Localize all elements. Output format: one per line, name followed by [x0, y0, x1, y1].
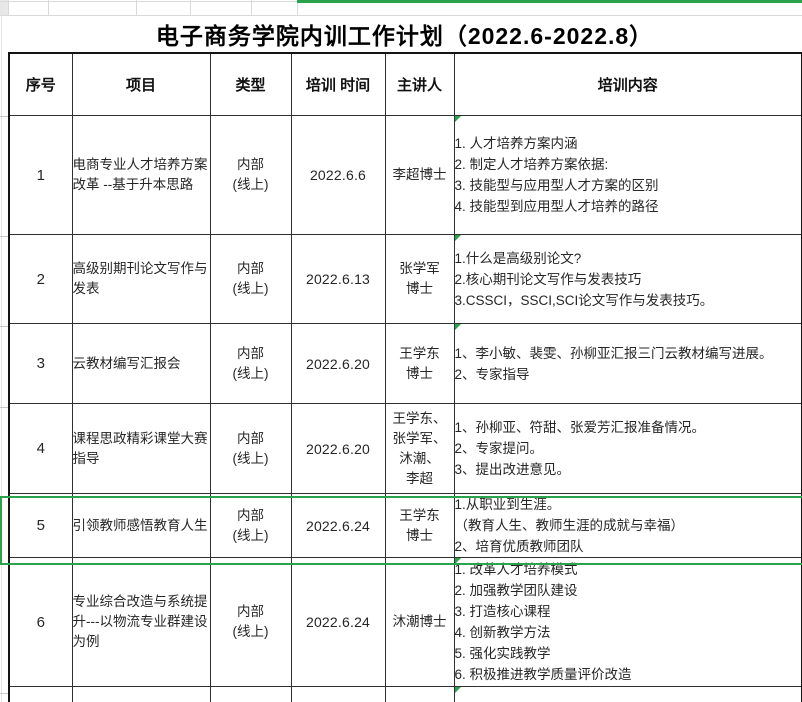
- selection-edge-top-right: [297, 0, 802, 3]
- cell-content-text: 1、孙柳亚、符甜、张爱芳汇报准备情况。 2、专家提问。 3、提出改进意见。: [454, 420, 706, 477]
- sheet-gridline-col: [251, 0, 252, 15]
- error-indicator-icon: [455, 558, 461, 564]
- sheet-left-gutter-line: [1, 0, 2, 702]
- cell-time[interactable]: [290, 686, 386, 702]
- cell-speaker[interactable]: 沐潮博士: [384, 557, 455, 687]
- cell-no[interactable]: 5: [8, 493, 73, 558]
- cell-project[interactable]: 课程思政精彩课堂大赛指导: [71, 403, 211, 494]
- table-row: 3 云教材编写汇报会 内部 (线上) 2022.6.20 王学东 博士 1、李小…: [8, 323, 802, 404]
- gridline-stub: [0, 693, 8, 694]
- cell-content-text: 1. 改革人才培养模式 2. 加强教学团队建设 3. 打造核心课程 4. 创新教…: [454, 562, 632, 682]
- col-header-project[interactable]: 项目: [71, 52, 211, 116]
- table-row-partial: 1.教材建设: [8, 686, 802, 702]
- cell-time[interactable]: 2022.6.20: [290, 323, 386, 404]
- col-header-content[interactable]: 培训内容: [453, 52, 802, 116]
- cell-type[interactable]: 内部 (线上): [209, 557, 292, 687]
- gridline-stub: [0, 326, 8, 327]
- cell-speaker[interactable]: 李超博士: [384, 115, 455, 235]
- table-row-selected: 5 引领教师感悟教育人生 内部 (线上) 2022.6.24 王学东 博士 1.…: [8, 493, 802, 558]
- cell-speaker[interactable]: 张学军 博士: [384, 234, 455, 324]
- sheet-gridline-col: [190, 0, 191, 15]
- sheet-corner-shade: [0, 0, 8, 15]
- sheet-gridline-col: [8, 0, 9, 15]
- header-row: 序号 项目 类型 培训 时间 主讲人 培训内容: [8, 52, 802, 116]
- cell-project[interactable]: [71, 686, 211, 702]
- cell-type[interactable]: [209, 686, 292, 702]
- col-header-time[interactable]: 培训 时间: [290, 52, 386, 116]
- cell-time[interactable]: 2022.6.20: [290, 403, 386, 494]
- sheet-gridline-col: [48, 0, 49, 15]
- cell-content-text: 1. 人才培养方案内涵 2. 制定人才培养方案依据: 3. 技能型与应用型人才方…: [454, 136, 659, 214]
- cell-type[interactable]: 内部 (线上): [209, 115, 292, 235]
- cell-no[interactable]: 1: [8, 115, 73, 235]
- cell-time[interactable]: 2022.6.24: [290, 557, 386, 687]
- cell-content[interactable]: 1、孙柳亚、符甜、张爱芳汇报准备情况。 2、专家提问。 3、提出改进意见。: [453, 403, 802, 494]
- table-row: 1 电商专业人才培养方案改革 --基于升本思路 内部 (线上) 2022.6.6…: [8, 115, 802, 235]
- cell-no[interactable]: 4: [8, 403, 73, 494]
- cell-content[interactable]: 1. 改革人才培养模式 2. 加强教学团队建设 3. 打造核心课程 4. 创新教…: [453, 557, 802, 687]
- cell-content[interactable]: 1.教材建设: [453, 686, 802, 702]
- cell-content[interactable]: 1.什么是高级别论文? 2.核心期刊论文写作与发表技巧 3.CSSCI，SSCI…: [453, 234, 802, 324]
- cell-content-text: 1.从职业到生涯。 （教育人生、教师生涯的成就与幸福） 2、培育优质教师团队: [454, 497, 684, 554]
- gridline-stub: [0, 563, 8, 564]
- cell-content[interactable]: 1.从职业到生涯。 （教育人生、教师生涯的成就与幸福） 2、培育优质教师团队: [453, 493, 802, 558]
- col-header-no[interactable]: 序号: [8, 52, 73, 116]
- cell-content[interactable]: 1. 人才培养方案内涵 2. 制定人才培养方案依据: 3. 技能型与应用型人才方…: [453, 115, 802, 235]
- cell-project[interactable]: 专业综合改造与系统提升---以物流专业群建设为例: [71, 557, 211, 687]
- cell-speaker[interactable]: 王学东 博士: [384, 323, 455, 404]
- cell-time[interactable]: 2022.6.24: [290, 493, 386, 558]
- cell-no[interactable]: 6: [8, 557, 73, 687]
- cell-time[interactable]: 2022.6.6: [290, 115, 386, 235]
- gridline-stub: [0, 116, 8, 117]
- sheet-gridline-row: [0, 15, 802, 16]
- error-indicator-icon: [455, 235, 461, 241]
- cell-speaker[interactable]: [384, 686, 455, 702]
- table-row: 4 课程思政精彩课堂大赛指导 内部 (线上) 2022.6.20 王学东、 张学…: [8, 403, 802, 494]
- cell-speaker[interactable]: 王学东 博士: [384, 493, 455, 558]
- col-header-type[interactable]: 类型: [209, 52, 292, 116]
- cell-project[interactable]: 云教材编写汇报会: [71, 323, 211, 404]
- error-indicator-icon: [455, 116, 461, 122]
- sheet-gridline-col: [297, 0, 298, 15]
- cell-content-text: 1.什么是高级别论文? 2.核心期刊论文写作与发表技巧 3.CSSCI，SSCI…: [454, 250, 714, 308]
- cell-type[interactable]: 内部 (线上): [209, 323, 292, 404]
- error-indicator-icon: [455, 687, 461, 693]
- cell-time[interactable]: 2022.6.13: [290, 234, 386, 324]
- cell-type[interactable]: 内部 (线上): [209, 493, 292, 558]
- cell-project[interactable]: 高级别期刊论文写作与发表: [71, 234, 211, 324]
- sheet-gridline-top: [0, 1, 297, 2]
- cell-type[interactable]: 内部 (线上): [209, 403, 292, 494]
- cell-project[interactable]: 电商专业人才培养方案改革 --基于升本思路: [71, 115, 211, 235]
- cell-project[interactable]: 引领教师感悟教育人生: [71, 493, 211, 558]
- cell-no[interactable]: 3: [8, 323, 73, 404]
- cell-no[interactable]: 2: [8, 234, 73, 324]
- table-row: 6 专业综合改造与系统提升---以物流专业群建设为例 内部 (线上) 2022.…: [8, 557, 802, 687]
- table-title-cell[interactable]: 电子商务学院内训工作计划（2022.6-2022.8）: [8, 16, 801, 52]
- table-row: 2 高级别期刊论文写作与发表 内部 (线上) 2022.6.13 张学军 博士 …: [8, 234, 802, 324]
- gridline-stub: [0, 407, 8, 408]
- cell-no[interactable]: [8, 686, 73, 702]
- col-header-speaker[interactable]: 主讲人: [384, 52, 455, 116]
- cell-content[interactable]: 1、李小敏、裴雯、孙柳亚汇报三门云教材编写进展。 2、专家指导: [453, 323, 802, 404]
- page-title: 电子商务学院内训工作计划（2022.6-2022.8）: [155, 23, 654, 49]
- cell-content-text: 1、李小敏、裴雯、孙柳亚汇报三门云教材编写进展。 2、专家指导: [454, 345, 773, 382]
- cell-speaker[interactable]: 王学东、 张学军、 沐潮、 李超: [384, 403, 455, 494]
- cell-type[interactable]: 内部 (线上): [209, 234, 292, 324]
- gridline-stub: [0, 236, 8, 237]
- training-plan-table: 序号 项目 类型 培训 时间 主讲人 培训内容 1 电商专业人才培养方案改革 -…: [8, 52, 802, 702]
- sheet-gridline-col: [136, 0, 137, 15]
- error-indicator-icon: [455, 324, 461, 330]
